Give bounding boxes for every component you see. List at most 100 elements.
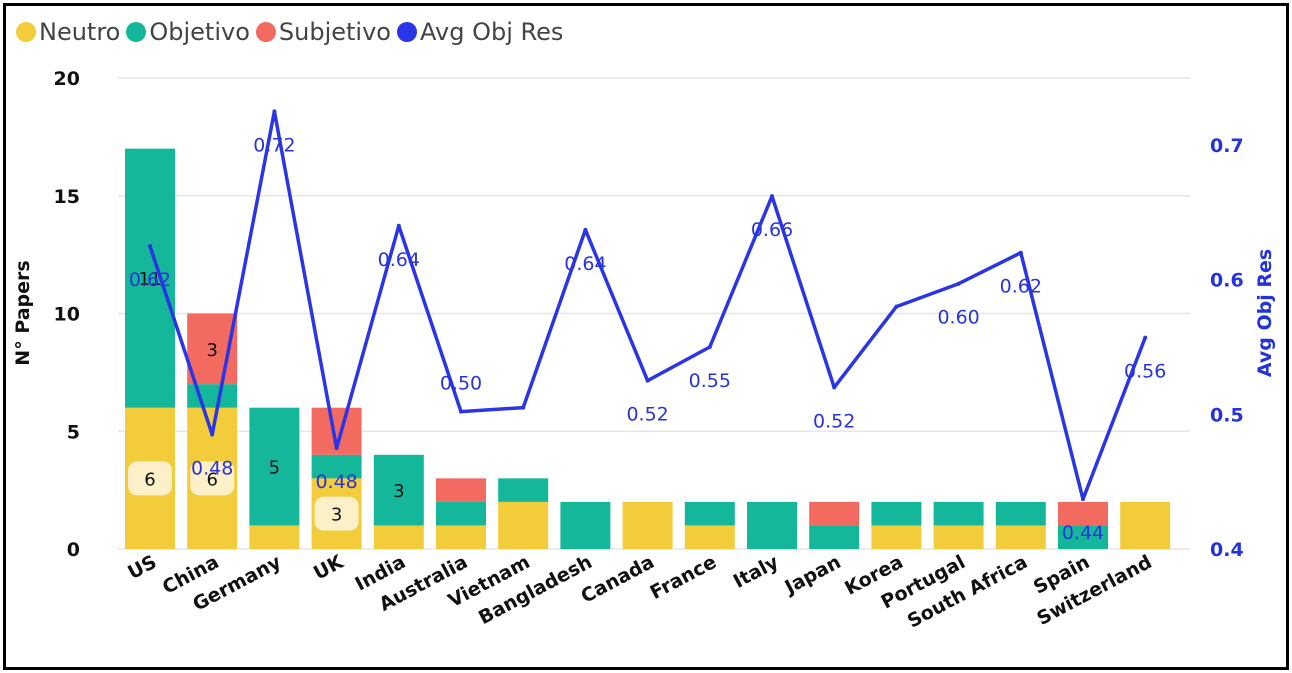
bar-japan-objetivo[interactable] bbox=[809, 525, 860, 549]
y2-tick-0.6: 0.6 bbox=[1210, 270, 1244, 292]
line-point-korea[interactable] bbox=[894, 304, 899, 309]
legend-item-neutro[interactable]: Neutro bbox=[16, 18, 120, 46]
legend-item-objetivo[interactable]: Objetivo bbox=[126, 18, 250, 46]
bar-switzerland-neutro[interactable] bbox=[1120, 501, 1171, 549]
bar-spain-objetivo[interactable] bbox=[1058, 525, 1108, 549]
line-label-south-africa: 0.62 bbox=[1000, 276, 1042, 298]
legend-label-subjetivo: Subjetivo bbox=[278, 18, 391, 46]
x-tick-japan: Japan bbox=[780, 551, 845, 599]
y2-axis-title: Avg Obj Res bbox=[1254, 249, 1276, 377]
bar-label-china-subjetivo: 3 bbox=[206, 340, 217, 361]
line-point-portugal[interactable] bbox=[956, 281, 961, 286]
bar-korea-neutro[interactable] bbox=[871, 525, 922, 549]
bar-south-africa-neutro[interactable] bbox=[995, 525, 1046, 549]
y-axis-title: N° Papers bbox=[12, 260, 34, 365]
line-point-italy[interactable] bbox=[770, 194, 774, 199]
bar-portugal-objetivo[interactable] bbox=[933, 501, 984, 526]
bar-label-badge bbox=[128, 461, 172, 496]
y-tick-20: 20 bbox=[54, 68, 80, 90]
line-point-india[interactable] bbox=[396, 223, 401, 228]
legend-item-subjetivo[interactable]: Subjetivo bbox=[255, 18, 391, 46]
bar-vietnam-objetivo[interactable] bbox=[498, 478, 549, 502]
bar-portugal-neutro[interactable] bbox=[933, 525, 984, 549]
bar-label-india-objetivo: 3 bbox=[393, 481, 404, 502]
bars bbox=[125, 148, 1171, 549]
line-label-bangladesh: 0.64 bbox=[564, 253, 606, 275]
bar-japan-subjetivo[interactable] bbox=[809, 501, 860, 526]
y-tick-5: 5 bbox=[67, 421, 80, 443]
bar-label-china-neutro: 6 bbox=[206, 469, 217, 490]
line-point-us[interactable] bbox=[148, 244, 152, 248]
line-label-uk: 0.48 bbox=[315, 471, 357, 493]
legend-dot-subjetivo bbox=[255, 22, 276, 42]
line-point-canada[interactable] bbox=[645, 378, 650, 383]
line-label-india: 0.64 bbox=[378, 249, 420, 271]
line-label-spain: 0.44 bbox=[1062, 522, 1104, 544]
line-point-bangladesh[interactable] bbox=[583, 227, 588, 232]
legend-label-avg-obj-res: Avg Obj Res bbox=[419, 18, 564, 46]
bar-australia-objetivo[interactable] bbox=[436, 501, 486, 526]
bar-spain-subjetivo[interactable] bbox=[1058, 501, 1108, 526]
legend-dot-neutro bbox=[16, 22, 36, 42]
legend-dot-avg-obj-res bbox=[396, 22, 417, 42]
y2-tick-0.5: 0.5 bbox=[1210, 404, 1244, 426]
line-label-japan: 0.52 bbox=[813, 410, 855, 432]
legend-item-avg-obj-res[interactable]: Avg Obj Res bbox=[396, 18, 564, 46]
avg-obj-res-line-group bbox=[148, 109, 1148, 502]
bar-france-neutro[interactable] bbox=[684, 525, 735, 549]
line-label-france: 0.55 bbox=[689, 370, 731, 392]
bar-label-us-objetivo: 11 bbox=[139, 269, 162, 290]
line-point-france[interactable] bbox=[707, 345, 712, 349]
line-point-uk[interactable] bbox=[334, 446, 339, 450]
y2-tick-0.7: 0.7 bbox=[1210, 135, 1244, 157]
line-label-canada: 0.52 bbox=[626, 404, 668, 426]
bar-italy-objetivo[interactable] bbox=[747, 501, 797, 549]
bar-france-objetivo[interactable] bbox=[684, 501, 735, 526]
bar-india-neutro[interactable] bbox=[373, 525, 424, 549]
line-point-australia[interactable] bbox=[459, 409, 463, 414]
legend-label-objetivo: Objetivo bbox=[149, 18, 250, 46]
line-point-south-africa[interactable] bbox=[1018, 250, 1023, 255]
bar-bangladesh-objetivo[interactable] bbox=[560, 501, 611, 549]
line-label-germany: 0.72 bbox=[253, 134, 295, 156]
x-tick-france: France bbox=[647, 551, 721, 604]
bar-uk-objetivo[interactable] bbox=[311, 454, 362, 479]
bar-korea-objetivo[interactable] bbox=[871, 501, 922, 526]
bar-australia-subjetivo[interactable] bbox=[436, 478, 486, 502]
line-point-japan[interactable] bbox=[832, 385, 837, 390]
y-tick-15: 15 bbox=[54, 186, 80, 208]
line-label-us: 0.62 bbox=[129, 269, 171, 291]
legend-label-neutro: Neutro bbox=[39, 18, 121, 46]
line-label-italy: 0.66 bbox=[751, 219, 793, 241]
line-point-china[interactable] bbox=[210, 432, 215, 437]
x-tick-uk: UK bbox=[310, 550, 348, 584]
x-tick-us: US bbox=[124, 551, 160, 584]
line-labels: 0.62 0.48 0.72 0.48 0.64 0.50 0.64 0.52 0.55 0.66… bbox=[129, 134, 1167, 544]
y2-tick-0.4: 0.4 bbox=[1210, 539, 1244, 561]
bar-australia-neutro[interactable] bbox=[436, 525, 486, 549]
bar-label-us-neutro: 6 bbox=[144, 469, 155, 490]
bar-labels: 6 11 6 3 5 3 3 bbox=[128, 269, 405, 531]
line-label-portugal: 0.60 bbox=[937, 307, 979, 329]
bar-india-objetivo[interactable] bbox=[373, 454, 424, 526]
bar-label-badge bbox=[314, 496, 359, 531]
x-tick-italy: Italy bbox=[730, 551, 783, 593]
bar-germany-neutro[interactable] bbox=[249, 525, 300, 549]
bar-china-objetivo[interactable] bbox=[187, 384, 238, 408]
bar-canada-neutro[interactable] bbox=[622, 501, 673, 549]
line-label-australia: 0.50 bbox=[440, 373, 482, 395]
legend: Neutro Objetivo Subjetivo Avg Obj Res bbox=[16, 18, 569, 46]
line-point-vietnam[interactable] bbox=[521, 405, 526, 410]
line-point-spain[interactable] bbox=[1081, 497, 1085, 502]
y-tick-0: 0 bbox=[67, 539, 80, 561]
bar-label-germany-objetivo: 5 bbox=[269, 458, 280, 479]
line-point-switzerland[interactable] bbox=[1143, 335, 1148, 340]
bar-us-objetivo[interactable] bbox=[125, 148, 175, 408]
bar-label-badge bbox=[190, 461, 235, 496]
line-label-china: 0.48 bbox=[191, 458, 233, 480]
bar-south-africa-objetivo[interactable] bbox=[995, 501, 1046, 526]
line-point-germany[interactable] bbox=[272, 109, 277, 114]
bar-vietnam-neutro[interactable] bbox=[498, 501, 549, 549]
bar-germany-objetivo[interactable] bbox=[249, 407, 300, 526]
